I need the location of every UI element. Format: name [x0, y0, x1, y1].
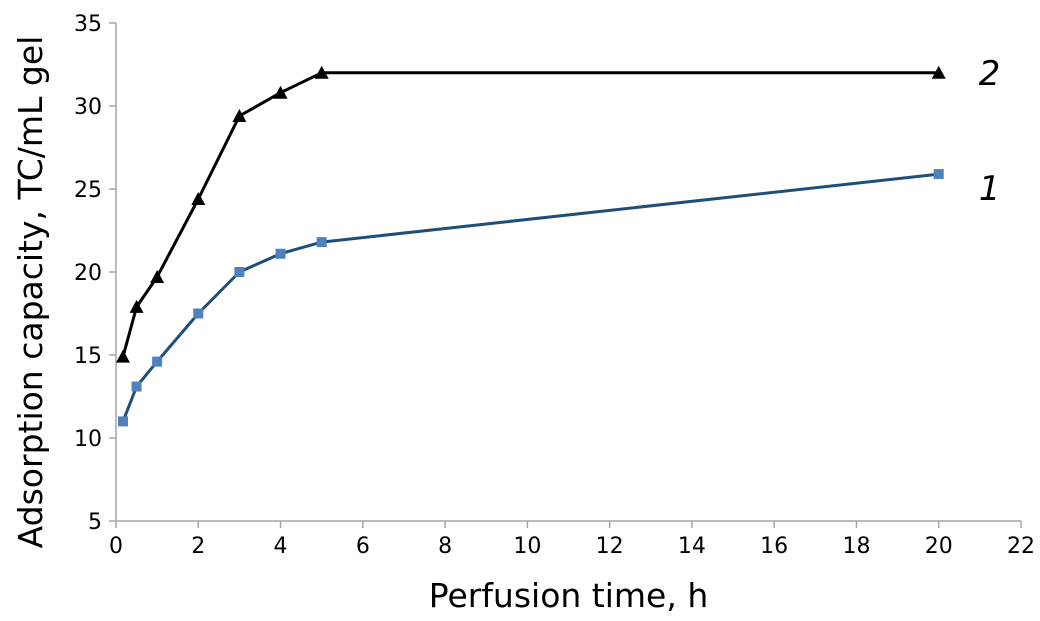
data-point	[150, 269, 165, 283]
data-point	[232, 108, 247, 122]
x-tick-label: 20	[925, 534, 953, 559]
series-2-label: 2	[979, 54, 1001, 94]
y-tick-label: 5	[88, 510, 102, 535]
data-point	[117, 416, 128, 427]
data-point	[115, 349, 130, 363]
data-point	[273, 85, 288, 99]
series-2: 2	[115, 54, 1001, 363]
data-point	[314, 65, 329, 79]
x-tick-label: 10	[513, 534, 541, 559]
y-tick-label: 15	[74, 344, 102, 369]
x-tick-label: 22	[1007, 534, 1035, 559]
series-1-label: 1	[979, 169, 1001, 209]
x-tick-label: 16	[760, 534, 788, 559]
y-tick-label: 10	[74, 427, 102, 452]
data-point	[129, 299, 144, 313]
data-point	[275, 248, 286, 259]
data-point	[191, 191, 206, 205]
x-tick-label: 0	[109, 534, 123, 559]
series-layer: 12	[115, 54, 1001, 427]
data-point	[931, 65, 946, 79]
y-axis-title: Adsorption capacity, TC/mL gel	[11, 36, 50, 549]
data-point	[193, 308, 204, 319]
data-point	[316, 237, 327, 248]
x-axis-title: Perfusion time, h	[429, 576, 709, 615]
x-tick-label: 18	[842, 534, 870, 559]
x-tick-label: 6	[356, 534, 370, 559]
x-tick-label: 4	[274, 534, 288, 559]
series-1: 1	[117, 169, 1001, 427]
x-tick-label: 12	[596, 534, 624, 559]
series-1-line	[121, 172, 939, 422]
y-axis-ticks: 5 10 15 20 25 30 35	[74, 12, 116, 535]
data-point	[131, 381, 142, 392]
y-tick-label: 30	[74, 95, 102, 120]
y-tick-label: 20	[74, 261, 102, 286]
y-tick-label: 25	[74, 178, 102, 203]
y-tick-label: 35	[74, 12, 102, 37]
x-tick-label: 2	[191, 534, 205, 559]
x-tick-label: 14	[678, 534, 706, 559]
data-point	[234, 267, 245, 277]
x-axis-ticks: 0 2 4 6 8 10 12 14 16 18 20 22	[109, 521, 1035, 559]
series-2-line	[121, 71, 939, 358]
x-tick-label: 8	[438, 534, 452, 559]
data-point	[933, 169, 944, 180]
data-point	[152, 356, 163, 367]
